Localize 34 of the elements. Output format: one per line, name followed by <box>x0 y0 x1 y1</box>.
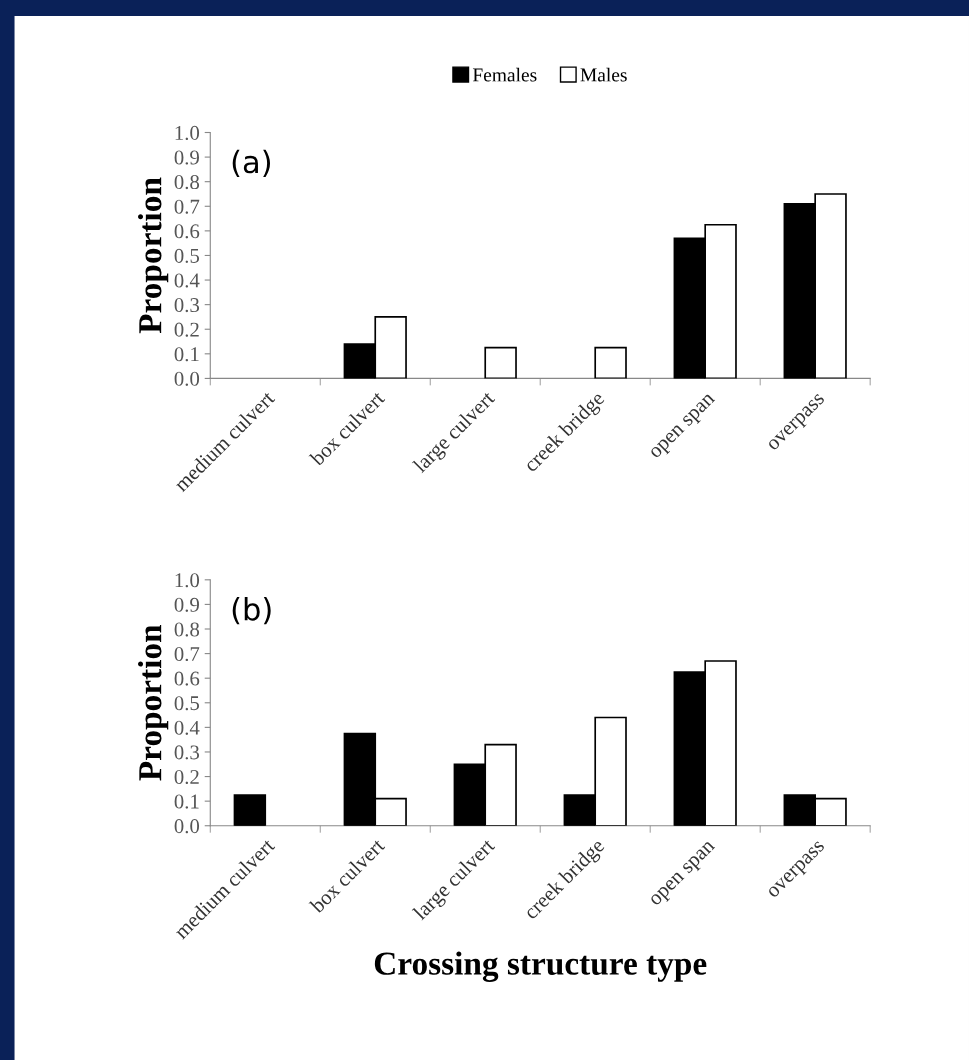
y-tick-label: 0.4 <box>174 720 200 735</box>
y-tick-label: 0.3 <box>174 298 200 313</box>
y-tick-label: 0.9 <box>174 150 199 165</box>
bar <box>594 346 627 379</box>
y-tick-label: 1.0 <box>175 125 200 141</box>
legend-label: Males <box>580 67 627 82</box>
x-tick-label: open span <box>649 393 719 462</box>
y-tick-label: 0.2 <box>174 322 199 337</box>
annotation: (b) <box>232 597 271 625</box>
y-tick-label: 0.6 <box>174 671 200 686</box>
y-tick-label: 0.1 <box>174 794 199 809</box>
y-axis-title: Proportion <box>138 624 169 781</box>
y-tick-label: 1.0 <box>175 573 200 588</box>
y-tick-label: 0.0 <box>174 371 200 386</box>
y-tick-label: 0.7 <box>174 199 200 214</box>
y-tick-label: 0.8 <box>174 175 200 190</box>
y-tick-label: 0.4 <box>174 273 200 288</box>
x-tick-label: open span <box>649 840 719 909</box>
y-tick-label: 0.1 <box>174 347 199 362</box>
y-tick-label: 0.6 <box>174 224 200 239</box>
y-tick-label: 0.7 <box>174 646 200 662</box>
y-tick-label: 0.3 <box>174 745 200 760</box>
y-tick-label: 0.9 <box>174 597 199 612</box>
x-axis-title: Crossing structure type <box>374 951 707 982</box>
bar <box>233 794 267 826</box>
legend-label: Females <box>472 67 537 82</box>
y-tick-label: 0.2 <box>174 769 199 785</box>
annotation: (a) <box>232 149 271 177</box>
y-tick-label: 0.5 <box>174 696 200 711</box>
y-tick-label: 0.5 <box>174 248 200 263</box>
y-tick-label: 0.0 <box>174 819 200 834</box>
y-axis-title: Proportion <box>138 177 169 334</box>
bar <box>484 346 517 379</box>
y-tick-label: 0.8 <box>174 622 200 637</box>
